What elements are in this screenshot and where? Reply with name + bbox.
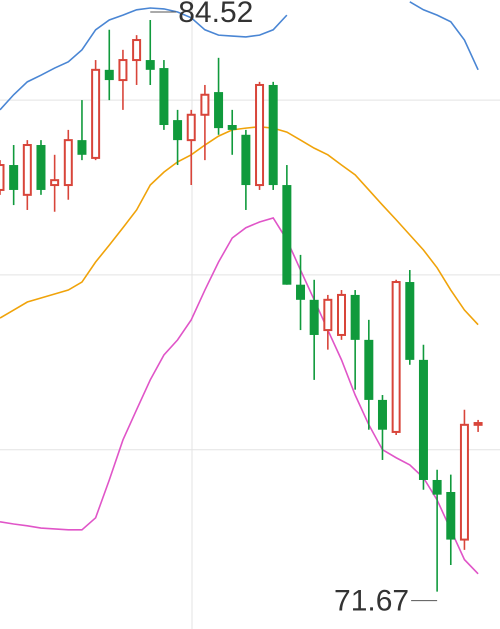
candle-body (255, 83, 265, 187)
candle-body (337, 293, 346, 336)
band-line (0, 217, 479, 575)
candle-body (418, 359, 428, 480)
candle-body (282, 185, 292, 285)
annotations: 84.52 71.67 (150, 0, 438, 618)
candle-body (159, 68, 169, 125)
candle-body (200, 93, 210, 116)
annotation: 71.67 (334, 585, 409, 618)
candle-body (0, 164, 5, 191)
candle-body (405, 282, 415, 360)
candle-body (77, 140, 87, 155)
candle-body (63, 139, 73, 187)
candle-body (446, 491, 456, 540)
candle-body (473, 422, 483, 426)
candle-body (50, 179, 60, 187)
candle-body (186, 113, 196, 142)
candle-body (145, 60, 155, 70)
candle-body (36, 145, 46, 190)
candle-body (459, 423, 469, 541)
band-line (0, 1, 479, 111)
annotation: 84.52 (178, 0, 253, 29)
bands (0, 1, 479, 575)
candle-body (132, 39, 142, 62)
candle-body (350, 294, 360, 340)
candle-body (364, 339, 374, 400)
candle-body (22, 144, 32, 196)
candle-body (214, 92, 224, 129)
candle-body (377, 399, 387, 430)
candle-body (296, 284, 306, 300)
candle-body (227, 124, 237, 130)
candle-body (9, 165, 19, 190)
candle-body (432, 479, 442, 495)
candle-body (241, 134, 251, 186)
candle-body (91, 68, 101, 159)
candle-body (268, 84, 278, 186)
candle-body (309, 299, 319, 335)
candle-body (118, 59, 128, 82)
candle-body (323, 298, 333, 332)
candle-body (173, 120, 183, 141)
candles (0, 20, 483, 592)
candle-body (391, 281, 401, 433)
band-line (0, 125, 479, 326)
candle-body (104, 69, 114, 81)
